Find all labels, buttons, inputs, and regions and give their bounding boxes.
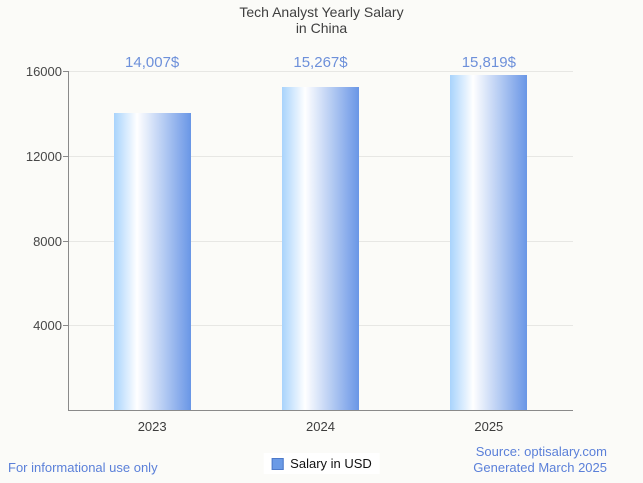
bar-value-label: 14,007$ (125, 54, 180, 71)
x-axis-tick-label: 2024 (306, 419, 335, 434)
x-axis-tick-label: 2023 (137, 419, 167, 434)
chart-title-line2: in China (295, 20, 348, 36)
y-axis-tick-mark (63, 71, 68, 72)
bar-2024 (282, 86, 359, 410)
disclaimer-text: For informational use only (8, 460, 158, 475)
x-axis-tick-label: 2025 (474, 419, 504, 434)
bar-value-label: 15,267$ (293, 54, 348, 71)
y-axis-tick-mark (63, 325, 68, 327)
bar-value-label: 15,819$ (461, 54, 516, 71)
bar-2023 (113, 113, 191, 410)
y-axis-tick-label: 16000 (25, 64, 62, 79)
legend-marker-square-icon (271, 457, 284, 470)
legend: Salary in USD (263, 453, 380, 474)
y-axis-tick-label: 4000 (33, 318, 62, 334)
y-axis-line (68, 71, 69, 410)
source-text: Source: optisalary.com (475, 444, 607, 459)
chart-title-line1: Tech Analyst Yearly Salary (239, 4, 404, 20)
y-axis-tick-mark (63, 240, 68, 242)
y-axis-tick-label: 8000 (33, 233, 62, 249)
gridline (68, 71, 573, 72)
y-axis-tick-mark (63, 155, 68, 157)
y-axis-tick-label: 12000 (25, 148, 62, 164)
generated-text: Generated March 2025 (473, 460, 607, 475)
legend-label: Salary in USD (290, 456, 372, 471)
chart-title: Tech Analyst Yearly Salary in China (0, 4, 643, 36)
x-axis-line (68, 410, 573, 411)
bar-2025 (450, 74, 528, 410)
source-block: Source: optisalary.com Generated March 2… (473, 444, 607, 476)
